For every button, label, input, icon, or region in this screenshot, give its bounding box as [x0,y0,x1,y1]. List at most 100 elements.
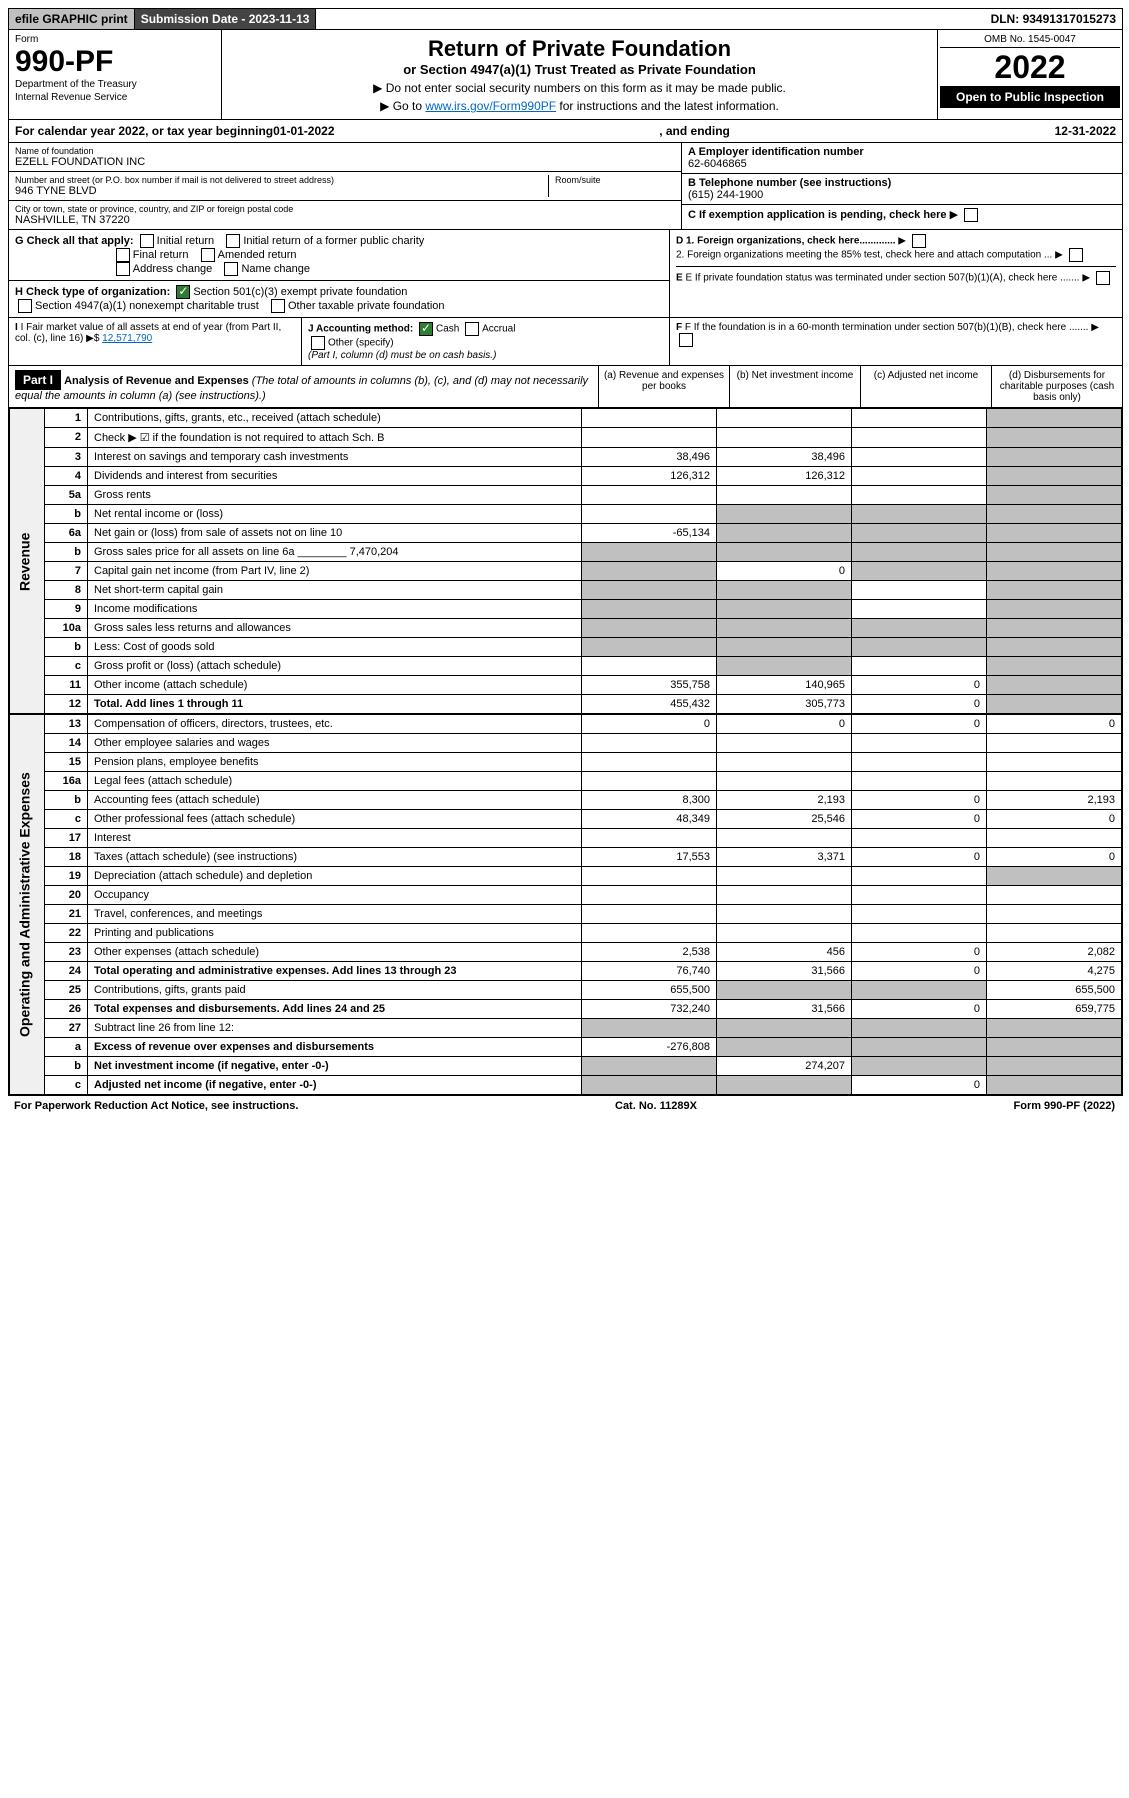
line-number: 8 [45,581,88,600]
cb-address[interactable] [116,262,130,276]
value-cell: 2,193 [717,791,852,810]
table-row: Operating and Administrative Expenses13C… [10,715,1122,734]
table-row: 12Total. Add lines 1 through 11455,43230… [10,695,1122,714]
value-cell [582,867,717,886]
value-cell: 732,240 [582,1000,717,1019]
table-row: bNet rental income or (loss) [10,505,1122,524]
check-left: G Check all that apply: Initial return I… [9,230,670,317]
line-description: Other professional fees (attach schedule… [88,810,582,829]
value-cell [717,1019,852,1038]
value-cell [582,619,717,638]
line-number: c [45,657,88,676]
cb-terminated[interactable] [1096,271,1110,285]
value-cell [987,905,1122,924]
value-cell: 2,193 [987,791,1122,810]
value-cell [717,905,852,924]
value-cell [852,486,987,505]
value-cell: 2,082 [987,943,1122,962]
line-number: b [45,791,88,810]
header-left: Form 990-PF Department of the Treasury I… [9,30,222,119]
i-j-row: I I Fair market value of all assets at e… [9,318,670,365]
value-cell [852,543,987,562]
cb-accrual[interactable] [465,322,479,336]
part1-desc: Part I Analysis of Revenue and Expenses … [9,366,598,407]
value-cell: 140,965 [717,676,852,695]
value-cell [717,409,852,428]
irs-link[interactable]: www.irs.gov/Form990PF [425,99,556,113]
instr-ssn: ▶ Do not enter social security numbers o… [228,81,931,95]
g-row: G Check all that apply: Initial return I… [9,230,669,281]
value-cell [582,1076,717,1095]
cb-85pct[interactable] [1069,248,1083,262]
cb-other-method[interactable] [311,336,325,350]
cb-cash[interactable] [419,322,433,336]
cb-amended[interactable] [201,248,215,262]
line-description: Gross profit or (loss) (attach schedule) [88,657,582,676]
line-number: 3 [45,448,88,467]
value-cell [582,905,717,924]
value-cell [582,734,717,753]
value-cell [852,734,987,753]
value-cell [852,905,987,924]
footer-right: Form 990-PF (2022) [1014,1100,1115,1112]
value-cell [852,619,987,638]
value-cell [987,867,1122,886]
line-description: Subtract line 26 from line 12: [88,1019,582,1038]
value-cell [987,505,1122,524]
value-cell: 126,312 [717,467,852,486]
cb-final[interactable] [116,248,130,262]
table-row: 5aGross rents [10,486,1122,505]
table-row: cOther professional fees (attach schedul… [10,810,1122,829]
cb-name[interactable] [224,262,238,276]
cb-4947[interactable] [18,299,32,313]
form-subtitle: or Section 4947(a)(1) Trust Treated as P… [228,62,931,77]
value-cell: 0 [852,695,987,714]
table-row: 16aLegal fees (attach schedule) [10,772,1122,791]
value-cell [582,886,717,905]
omb-number: OMB No. 1545-0047 [940,32,1120,48]
value-cell: 126,312 [582,467,717,486]
tax-year: 2022 [940,48,1120,86]
line-description: Accounting fees (attach schedule) [88,791,582,810]
line-description: Taxes (attach schedule) (see instruction… [88,848,582,867]
line-description: Other expenses (attach schedule) [88,943,582,962]
cb-501c3[interactable] [176,285,190,299]
value-cell [852,772,987,791]
revenue-table: Revenue1Contributions, gifts, grants, et… [9,408,1122,714]
value-cell: 0 [852,1076,987,1095]
cb-foreign[interactable] [912,234,926,248]
line-description: Net rental income or (loss) [88,505,582,524]
line-number: 6a [45,524,88,543]
cb-60month[interactable] [679,333,693,347]
table-row: 21Travel, conferences, and meetings [10,905,1122,924]
cb-other-tax[interactable] [271,299,285,313]
table-row: Revenue1Contributions, gifts, grants, et… [10,409,1122,428]
value-cell [987,448,1122,467]
value-cell [717,772,852,791]
line-number: 20 [45,886,88,905]
line-number: 19 [45,867,88,886]
value-cell [582,657,717,676]
i-cell: I I Fair market value of all assets at e… [9,318,302,365]
line-description: Income modifications [88,600,582,619]
line-number: 14 [45,734,88,753]
cb-initial[interactable] [140,234,154,248]
table-row: bNet investment income (if negative, ent… [10,1057,1122,1076]
value-cell [717,505,852,524]
value-cell [582,924,717,943]
line-description: Printing and publications [88,924,582,943]
section-label: Operating and Administrative Expenses [10,715,45,1095]
line-description: Net gain or (loss) from sale of assets n… [88,524,582,543]
line-number: 13 [45,715,88,734]
value-cell [987,524,1122,543]
line-number: 27 [45,1019,88,1038]
exemption-checkbox[interactable] [964,208,978,222]
line-number: 21 [45,905,88,924]
value-cell [582,772,717,791]
value-cell [717,1076,852,1095]
fmv-link[interactable]: 12,571,790 [102,333,152,344]
value-cell: 38,496 [717,448,852,467]
value-cell: 655,500 [582,981,717,1000]
value-cell [987,657,1122,676]
cb-initial-former[interactable] [226,234,240,248]
